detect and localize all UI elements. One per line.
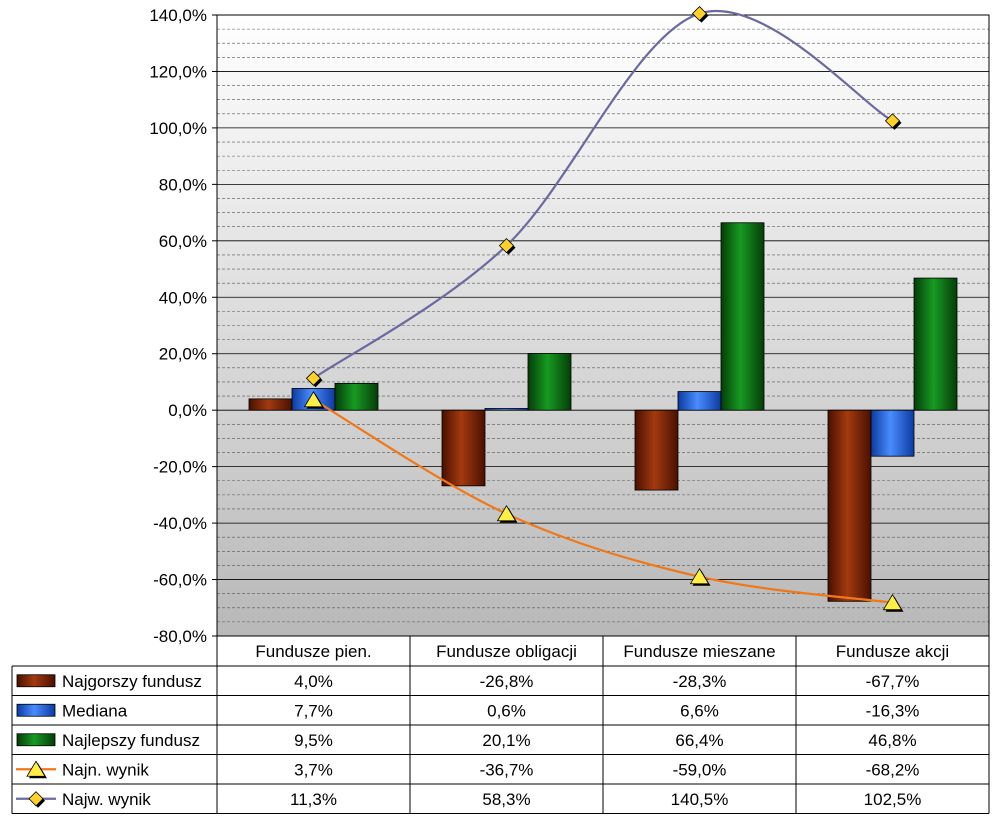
bar-mediana-3: [870, 409, 915, 457]
bar-najgorszy-fundusz-1: [441, 409, 486, 487]
data-label: 102,5%: [864, 790, 922, 809]
point-najw-wynik-2: [691, 6, 708, 22]
data-label: -36,7%: [480, 760, 534, 779]
y-tick-label: 60,0%: [159, 232, 207, 251]
y-tick-label: -40,0%: [153, 514, 207, 533]
category-label: Fundusze akcji: [836, 642, 949, 661]
data-label: 58,3%: [482, 790, 530, 809]
data-table: Fundusze pien. Fundusze obligacji Fundusze…: [11, 636, 990, 814]
category-label: Fundusze pien.: [255, 642, 371, 661]
data-label: 46,8%: [868, 731, 916, 750]
y-tick-label: 120,0%: [149, 62, 207, 81]
point-najw-wynik-0: [305, 370, 322, 386]
legend-swatch: [16, 674, 56, 688]
data-label: -28,3%: [673, 672, 727, 691]
legend-key-najlepszy-fundusz: [16, 733, 56, 747]
legend-swatch: [16, 703, 56, 717]
line-najw-wynik: [312, 10, 894, 380]
legend-key-najw-wynik: [16, 791, 56, 808]
legend-marker: [26, 760, 46, 777]
bar-najgorszy-fundusz-3: [827, 409, 872, 602]
point-najn-wynik-3: [882, 593, 903, 611]
bar-najgorszy-fundusz-0: [248, 398, 293, 411]
bar-najgorszy-fundusz-2: [634, 409, 679, 491]
point-najn-wynik-1: [496, 504, 517, 522]
data-label: -67,7%: [866, 672, 920, 691]
y-tick-label: 0,0%: [168, 401, 207, 420]
data-label: 3,7%: [294, 760, 333, 779]
data-label: -68,2%: [866, 760, 920, 779]
data-label: 0,6%: [487, 701, 526, 720]
line-najn-wynik: [312, 398, 893, 604]
data-label: 11,3%: [290, 790, 337, 809]
category-label: Fundusze mieszane: [623, 642, 775, 661]
data-label: -26,8%: [480, 672, 534, 691]
legend-swatch: [16, 733, 56, 747]
y-tick-label: 40,0%: [159, 288, 207, 307]
data-label: 7,7%: [294, 701, 333, 720]
legend-key-najgorszy-fundusz: [16, 674, 56, 688]
y-tick-label: 80,0%: [159, 175, 207, 194]
series-label: Najw. wynik: [62, 790, 151, 809]
data-label: 9,5%: [294, 731, 333, 750]
bar-mediana-2: [677, 391, 722, 411]
category-label: Fundusze obligacji: [436, 642, 577, 661]
data-label: -59,0%: [673, 760, 727, 779]
bar-najlepszy-fundusz-2: [720, 222, 765, 411]
y-axis: 140,0% 120,0% 100,0% 80,0% 60,0% 40,0% 20,0% 0,…: [149, 6, 217, 646]
y-tick-label: -60,0%: [153, 571, 207, 590]
y-tick-label: 140,0%: [149, 6, 207, 25]
lines: [303, 6, 904, 612]
y-tick-label: -20,0%: [153, 458, 207, 477]
data-label: 20,1%: [482, 731, 530, 750]
series-label: Mediana: [62, 701, 128, 720]
bars: [248, 222, 958, 602]
bar-najlepszy-fundusz-0: [334, 382, 379, 411]
y-tick-label: 100,0%: [149, 119, 207, 138]
series-label: Najgorszy fundusz: [62, 672, 202, 691]
legend-key-mediana: [16, 703, 56, 717]
point-najw-wynik-1: [498, 238, 515, 254]
legend-key-najn-wynik: [16, 760, 56, 779]
series-label: Najlepszy fundusz: [62, 731, 200, 750]
y-tick-label: 20,0%: [159, 345, 207, 364]
series-label: Najn. wynik: [62, 760, 149, 779]
bar-najlepszy-fundusz-1: [527, 353, 572, 411]
data-label: -16,3%: [866, 701, 920, 720]
data-label: 6,6%: [680, 701, 719, 720]
bar-najlepszy-fundusz-3: [913, 277, 958, 411]
legend-marker: [28, 791, 44, 807]
point-najn-wynik-0: [303, 390, 324, 408]
point-najw-wynik-3: [884, 113, 901, 129]
data-label: 66,4%: [675, 731, 723, 750]
bar-mediana-1: [484, 408, 529, 411]
data-label: 140,5%: [671, 790, 729, 809]
data-label: 4,0%: [294, 672, 333, 691]
point-najn-wynik-2: [689, 567, 710, 585]
y-tick-label: -80,0%: [153, 627, 207, 646]
